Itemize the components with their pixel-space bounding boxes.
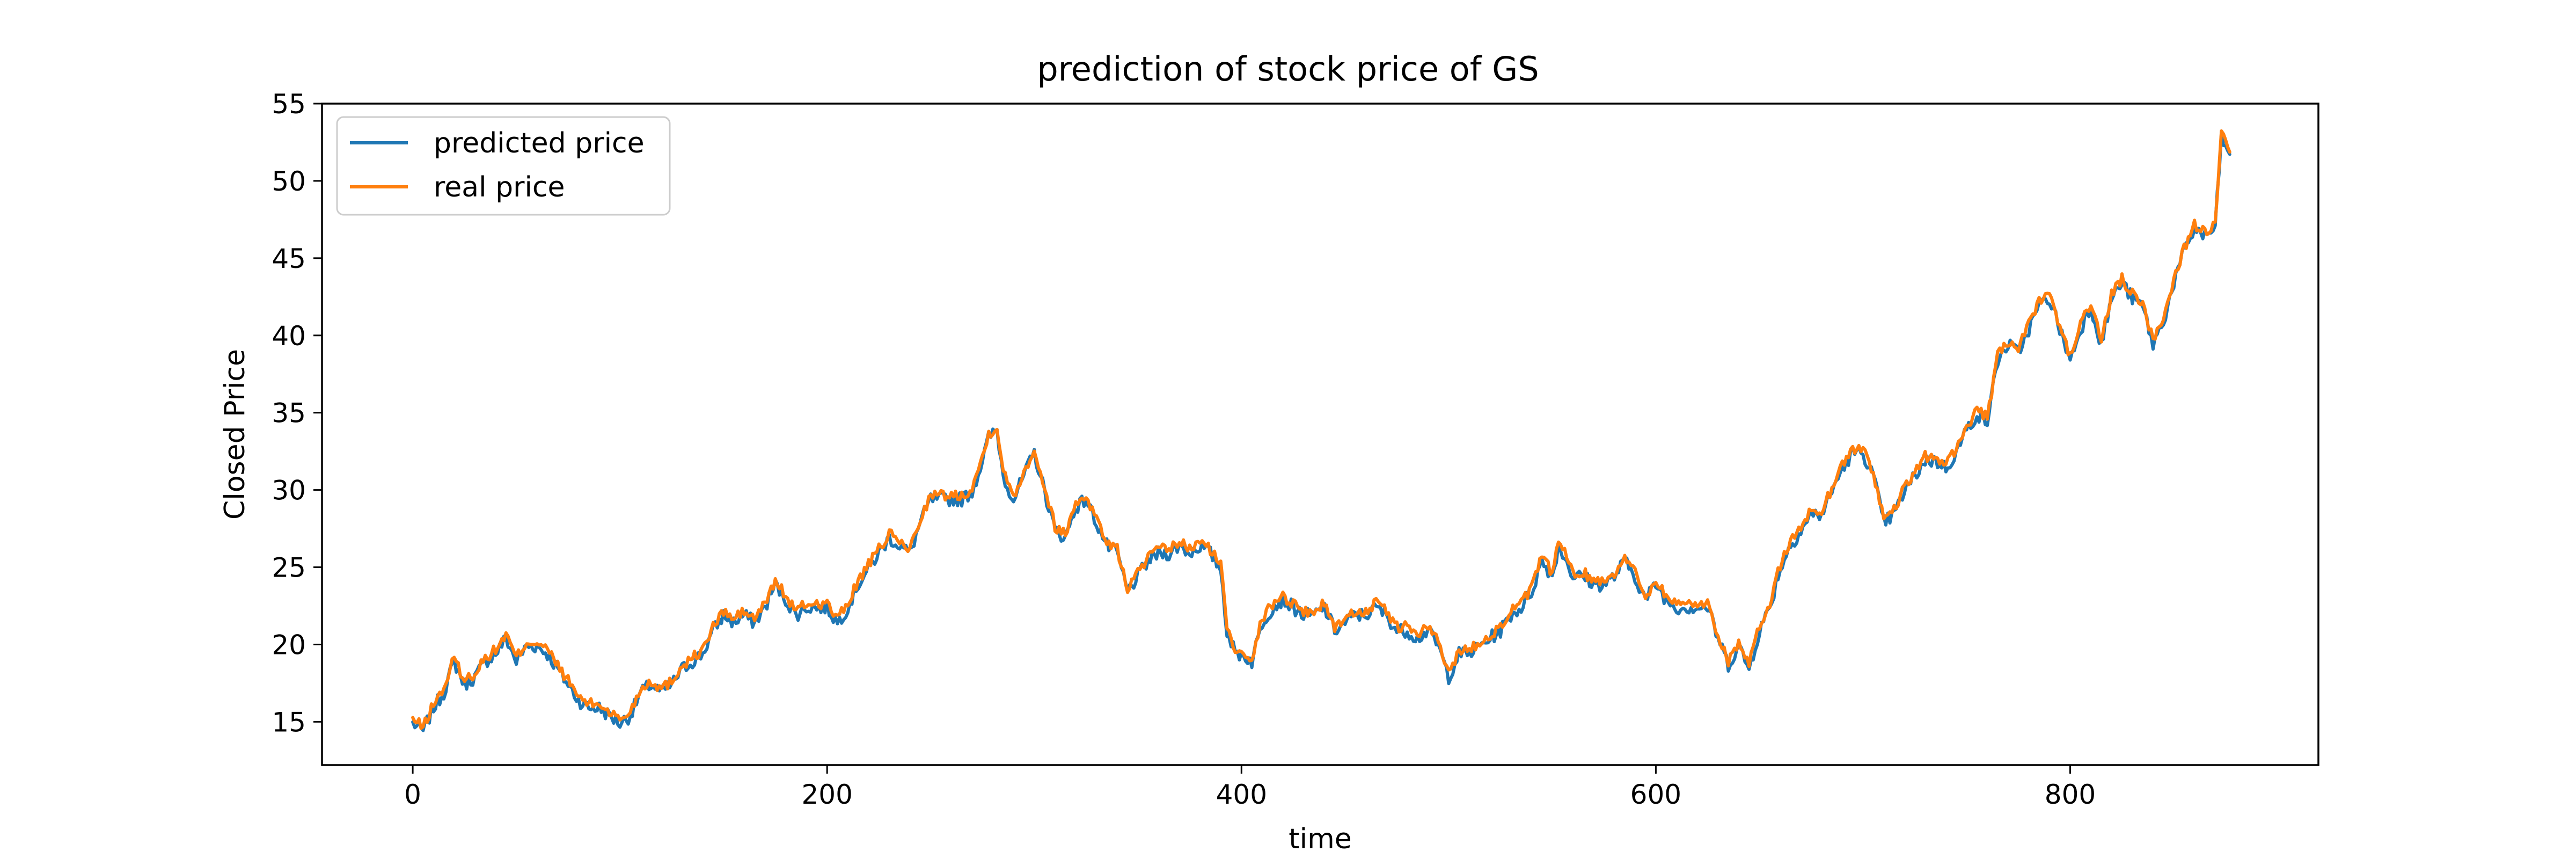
plot-series-group [411, 129, 2231, 732]
legend-label-predicted: predicted price [434, 127, 645, 159]
y-tick-label: 25 [272, 552, 306, 584]
y-tick-label: 35 [272, 398, 306, 429]
y-axis: 15 20 25 30 35 40 45 50 55 [272, 89, 322, 738]
x-tick-label: 200 [801, 779, 852, 810]
y-tick-label: 15 [272, 707, 306, 738]
y-tick-label: 20 [272, 629, 306, 660]
x-tick-label: 0 [404, 779, 421, 810]
legend: predicted price real price [336, 116, 671, 216]
y-tick-label: 55 [272, 89, 306, 120]
chart-title: prediction of stock price of GS [1037, 49, 1539, 89]
y-axis-label: Closed Price [219, 349, 251, 520]
plot-frame [321, 103, 2319, 766]
y-tick-label: 40 [272, 321, 306, 352]
x-axis: 0 200 400 600 800 [404, 765, 2096, 810]
legend-label-real: real price [434, 171, 565, 203]
y-tick-label: 45 [272, 243, 306, 274]
x-tick-label: 800 [2045, 779, 2096, 810]
y-tick-label: 50 [272, 166, 306, 197]
y-tick-label: 30 [272, 475, 306, 506]
x-tick-label: 600 [1630, 779, 1681, 810]
x-axis-label: time [1289, 823, 1351, 855]
legend-box [336, 116, 671, 216]
series-line-real [411, 129, 2231, 730]
x-tick-label: 400 [1216, 779, 1267, 810]
